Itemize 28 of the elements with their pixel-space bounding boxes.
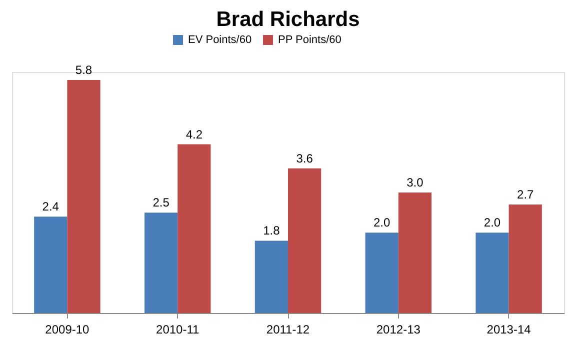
chart-title: Brad Richards: [216, 8, 360, 32]
bar: [508, 204, 542, 313]
bar: [365, 232, 398, 313]
bar: [476, 232, 509, 313]
bar: [398, 192, 432, 313]
x-tick-label: 2013-14: [486, 322, 532, 336]
bar: [254, 240, 288, 313]
data-label: 3.6: [296, 151, 314, 166]
bar: [178, 144, 211, 313]
x-tick-label: 2011-12: [266, 322, 310, 336]
bar: [288, 168, 322, 313]
data-label: 5.8: [75, 63, 92, 78]
legend-label: EV Points/60: [188, 34, 252, 46]
data-label: 2.0: [373, 216, 391, 230]
data-label: 2.7: [517, 188, 534, 202]
data-label: 2.5: [152, 196, 170, 210]
x-tick-label: 2012-13: [376, 322, 421, 336]
data-label: 2.0: [484, 216, 501, 230]
data-label: 2.4: [42, 200, 60, 214]
bar: [67, 80, 100, 313]
x-tick-label: 2009-10: [45, 322, 90, 336]
data-label: 1.8: [263, 224, 280, 238]
legend-label: PP Points/60: [278, 34, 342, 46]
x-tick-label: 2010-11: [156, 322, 200, 336]
bar: [34, 216, 68, 313]
bar: [144, 212, 178, 313]
data-label: 4.2: [186, 127, 203, 142]
data-label: 3.0: [406, 176, 424, 190]
